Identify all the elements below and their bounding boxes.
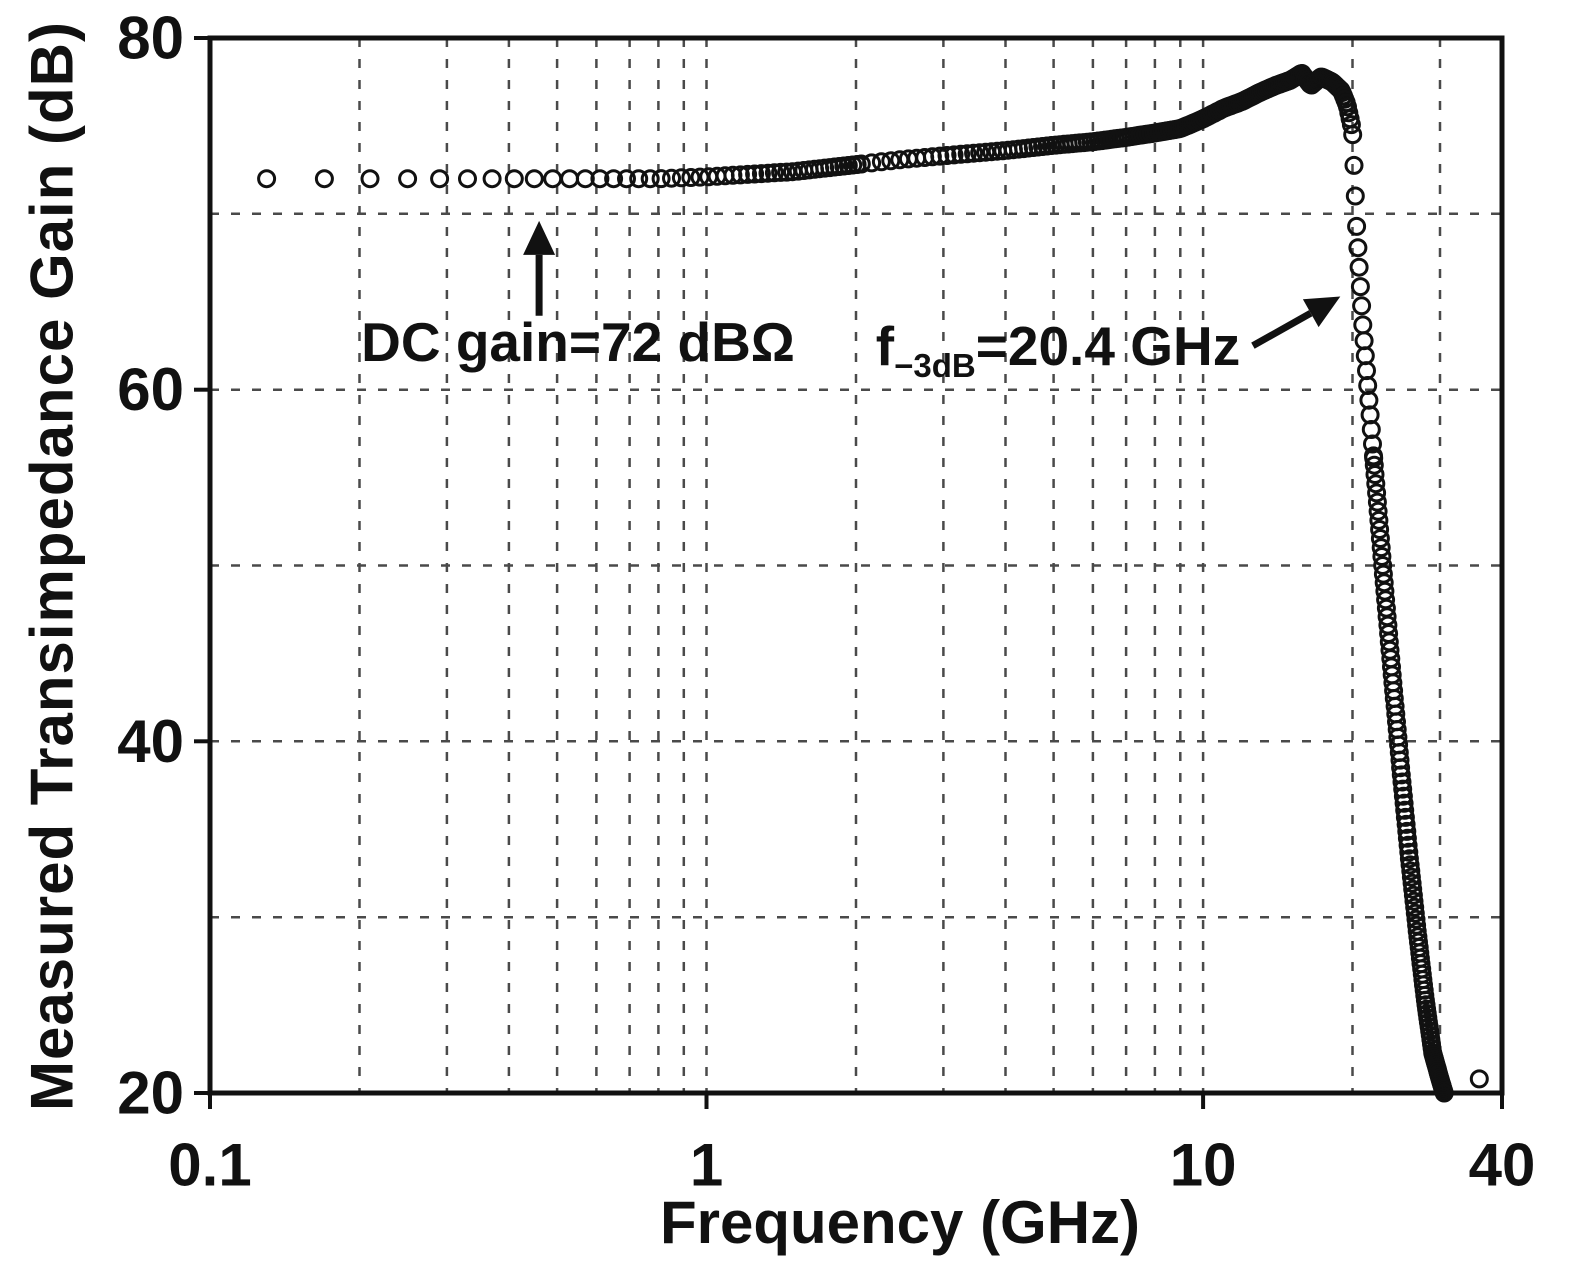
data-points	[257, 64, 1489, 1103]
x-tick-label: 10	[1170, 1132, 1237, 1199]
annotation-f3db: f−3dB=20.4 GHz	[876, 314, 1240, 385]
axis-ticks	[194, 36, 1504, 1109]
y-tick-label: 80	[117, 5, 184, 72]
x-tick-label: 40	[1469, 1132, 1536, 1199]
y-axis-title: Measured Transimpedance Gain (dB)	[18, 21, 86, 1111]
annotation-dc-gain-text: DC gain=72 dBΩ	[361, 311, 795, 373]
annotation-f3db-rest: =20.4 GHz	[975, 315, 1241, 377]
annotation-f3db-subscript: −3dB	[894, 347, 976, 384]
y-tick-label: 60	[117, 356, 184, 423]
gridlines	[210, 38, 1502, 1093]
plot-border	[207, 35, 1505, 1096]
x-tick-label: 0.1	[168, 1132, 251, 1199]
y-tick-label: 40	[117, 708, 184, 775]
x-tick-label: 1	[690, 1132, 723, 1199]
annotation-dc-gain: DC gain=72 dBΩ	[361, 310, 795, 374]
annotation-arrow-dc-gain	[523, 220, 556, 316]
y-tick-label: 20	[117, 1060, 184, 1127]
tick-labels: 0.1 1 10 40 20 40 60 80	[117, 5, 1535, 1199]
x-axis-title: Frequency (GHz)	[659, 1189, 1141, 1256]
annotation-f3db-prefix: f	[875, 315, 895, 377]
annotation-arrow-f-3db	[1251, 296, 1341, 349]
